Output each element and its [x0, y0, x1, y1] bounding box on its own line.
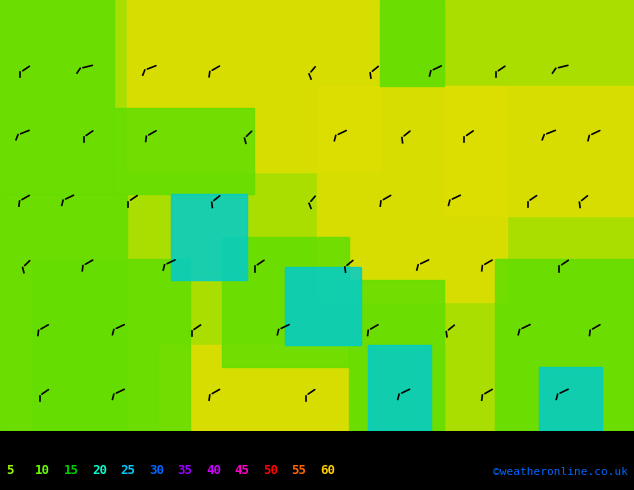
Bar: [158, 345, 349, 431]
Text: 55: 55: [292, 464, 307, 477]
Bar: [285, 268, 361, 345]
Bar: [0, 0, 114, 194]
Bar: [127, 0, 380, 172]
Text: 20: 20: [92, 464, 107, 477]
Text: 35: 35: [178, 464, 193, 477]
Bar: [222, 237, 349, 367]
Bar: [539, 367, 602, 431]
Text: 45: 45: [235, 464, 250, 477]
Text: 40: 40: [206, 464, 221, 477]
Text: 30: 30: [149, 464, 164, 477]
Bar: [349, 280, 444, 431]
Text: 25: 25: [120, 464, 136, 477]
Bar: [114, 108, 254, 194]
Text: ©weatheronline.co.uk: ©weatheronline.co.uk: [493, 467, 628, 477]
Text: 60: 60: [320, 464, 335, 477]
Bar: [0, 194, 127, 431]
Bar: [171, 194, 247, 280]
Text: Surface wind [kts] ECMWF: Surface wind [kts] ECMWF: [6, 446, 186, 459]
Bar: [317, 86, 507, 302]
Text: 10: 10: [35, 464, 50, 477]
Bar: [32, 259, 190, 431]
Text: 50: 50: [263, 464, 278, 477]
Bar: [380, 0, 444, 86]
Bar: [368, 345, 431, 431]
Text: We 05-06-2024 12:00 UTC (18+18): We 05-06-2024 12:00 UTC (18+18): [395, 446, 628, 459]
Text: 15: 15: [63, 464, 79, 477]
Bar: [495, 259, 634, 431]
Text: 5: 5: [6, 464, 14, 477]
Bar: [444, 86, 634, 216]
